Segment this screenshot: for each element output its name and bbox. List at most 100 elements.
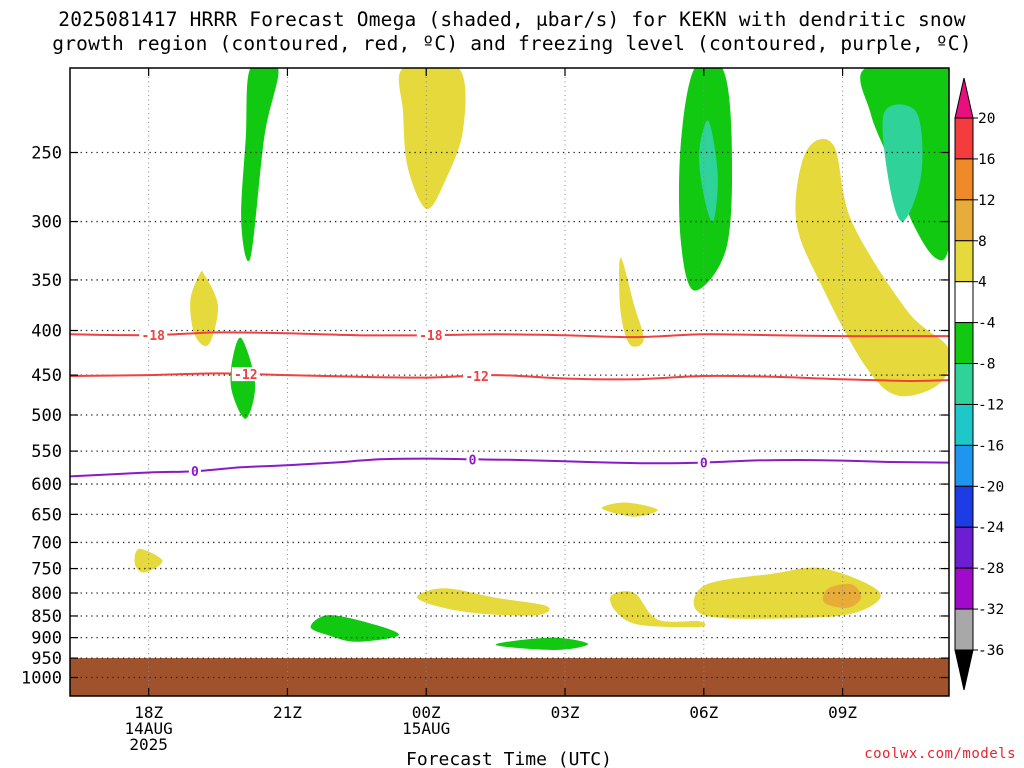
colorbar: 20 16 12 8 4 -4 -8 -12 -16 -20 -24 -28 -32 -36 [954, 77, 1004, 691]
contour-label-bg [188, 464, 201, 479]
contour-label-0-0: 0 [191, 465, 199, 480]
x-tick-label-06Z-0: 06Z [689, 703, 718, 722]
omega-shading [134, 68, 949, 651]
colorbar-bottom-arrow [954, 649, 974, 691]
temperature-contours: -18 -18 -12 -12 0 0 0 [70, 328, 949, 480]
omega-region-11 [416, 588, 550, 616]
contour-label--18-1: -18 [419, 329, 443, 344]
x-axis-label: Forecast Time (UTC) [406, 749, 612, 768]
omega-region-15 [601, 502, 658, 517]
contour-label-0-2: 0 [700, 457, 708, 472]
contour-label--12-0: -12 [234, 368, 257, 383]
y-tick-label-600: 600 [31, 475, 62, 495]
contour-label-bg [416, 328, 445, 343]
contour-label-0-1: 0 [469, 453, 477, 468]
omega-region-10 [134, 548, 163, 573]
contour-label--12-1: -12 [465, 370, 488, 385]
contour-label-bg [231, 367, 260, 382]
y-tick-label-300: 300 [31, 213, 62, 233]
colorbar-label--32: -32 [978, 602, 1004, 618]
contour-label--18-0: -18 [142, 329, 166, 344]
colorbar-band-3 [954, 240, 974, 283]
y-tick-label-750: 750 [31, 560, 62, 580]
y-tick-label-250: 250 [31, 144, 62, 164]
omega-region-14 [610, 591, 706, 628]
colorbar-band-9 [954, 485, 974, 528]
colorbar-label--8: -8 [978, 357, 995, 373]
omega-region-6 [619, 257, 644, 347]
colorbar-label--24: -24 [978, 520, 1004, 536]
x-tick-label-09Z-0: 09Z [828, 703, 857, 722]
omega-region-0 [398, 68, 466, 209]
contour-0 [70, 457, 949, 478]
y-tick-label-650: 650 [31, 505, 62, 525]
colorbar-band-12 [954, 608, 974, 651]
x-tick-label-18Z-1: 14AUG [125, 719, 173, 738]
grid-lines [70, 68, 949, 696]
credit-text: coolwx.com/models [864, 746, 1016, 762]
x-tick-label-00Z-0: 00Z [412, 703, 441, 722]
colorbar-band-8 [954, 444, 974, 487]
y-tick-label-400: 400 [31, 322, 62, 342]
x-tick-label-00Z-1: 15AUG [402, 719, 450, 738]
colorbar-label-8: 8 [978, 234, 987, 250]
y-tick-label-900: 900 [31, 629, 62, 649]
colorbar-label--12: -12 [978, 397, 1004, 413]
colorbar-label--16: -16 [978, 438, 1004, 454]
y-tick-label-700: 700 [31, 533, 62, 553]
omega-region-2 [190, 270, 219, 347]
contour-label-bg [463, 368, 492, 383]
colorbar-band-6 [954, 363, 974, 405]
omega-region-8 [882, 104, 923, 222]
colorbar-label--28: -28 [978, 561, 1004, 577]
y-tick-label-350: 350 [31, 271, 62, 291]
colorbar-label--4: -4 [978, 316, 996, 332]
colorbar-top-arrow [954, 77, 974, 119]
y-tick-label-850: 850 [31, 607, 62, 627]
plot-frame [69, 67, 950, 697]
colorbar-label-12: 12 [978, 193, 995, 209]
title-line-2: growth region (contoured, red, ºC) and f… [52, 32, 972, 55]
y-tick-label-550: 550 [31, 442, 62, 462]
contour--12 [70, 372, 949, 383]
x-tick-label-18Z-2: 2025 [129, 735, 168, 754]
colorbar-label--20: -20 [978, 479, 1004, 495]
colorbar-band-1 [954, 158, 974, 201]
x-tick-label-21Z-0: 21Z [273, 703, 302, 722]
colorbar-label-16: 16 [978, 152, 995, 168]
x-tick-label-03Z-0: 03Z [551, 703, 580, 722]
colorbar-band-7 [954, 403, 974, 446]
chart-title: 2025081417 HRRR Forecast Omega (shaded, … [0, 8, 1024, 56]
contour-label-bg [697, 455, 710, 470]
y-tick-label-500: 500 [31, 406, 62, 426]
omega-region-17 [822, 583, 862, 609]
omega-region-9 [795, 138, 949, 397]
colorbar-band-11 [954, 567, 974, 610]
y-tick-label-950: 950 [31, 649, 62, 669]
contour-label-bg [466, 452, 479, 467]
omega-region-1 [241, 68, 279, 262]
x-tick-label-18Z-0: 18Z [134, 703, 163, 722]
colorbar-label--36: -36 [978, 643, 1004, 659]
colorbar-band-10 [954, 526, 974, 569]
ground-fill [70, 658, 949, 696]
omega-region-13 [495, 637, 589, 651]
colorbar-label-4: 4 [978, 275, 987, 291]
colorbar-band-4 [954, 281, 974, 324]
colorbar-band-0 [954, 117, 974, 160]
colorbar-band-5 [954, 322, 974, 365]
omega-region-12 [310, 615, 399, 642]
y-axis: 2503003504004505005506006507007508008509… [21, 144, 949, 689]
contour--18 [70, 331, 949, 339]
y-tick-label-450: 450 [31, 366, 62, 386]
y-tick-label-800: 800 [31, 584, 62, 604]
y-tick-label-1000: 1000 [21, 669, 62, 689]
ground-layer [70, 658, 949, 696]
colorbar-label-20: 20 [978, 111, 995, 127]
title-line-1: 2025081417 HRRR Forecast Omega (shaded, … [58, 8, 966, 31]
omega-region-5 [699, 120, 718, 223]
colorbar-band-2 [954, 199, 974, 242]
contour-label-bg [139, 328, 168, 343]
